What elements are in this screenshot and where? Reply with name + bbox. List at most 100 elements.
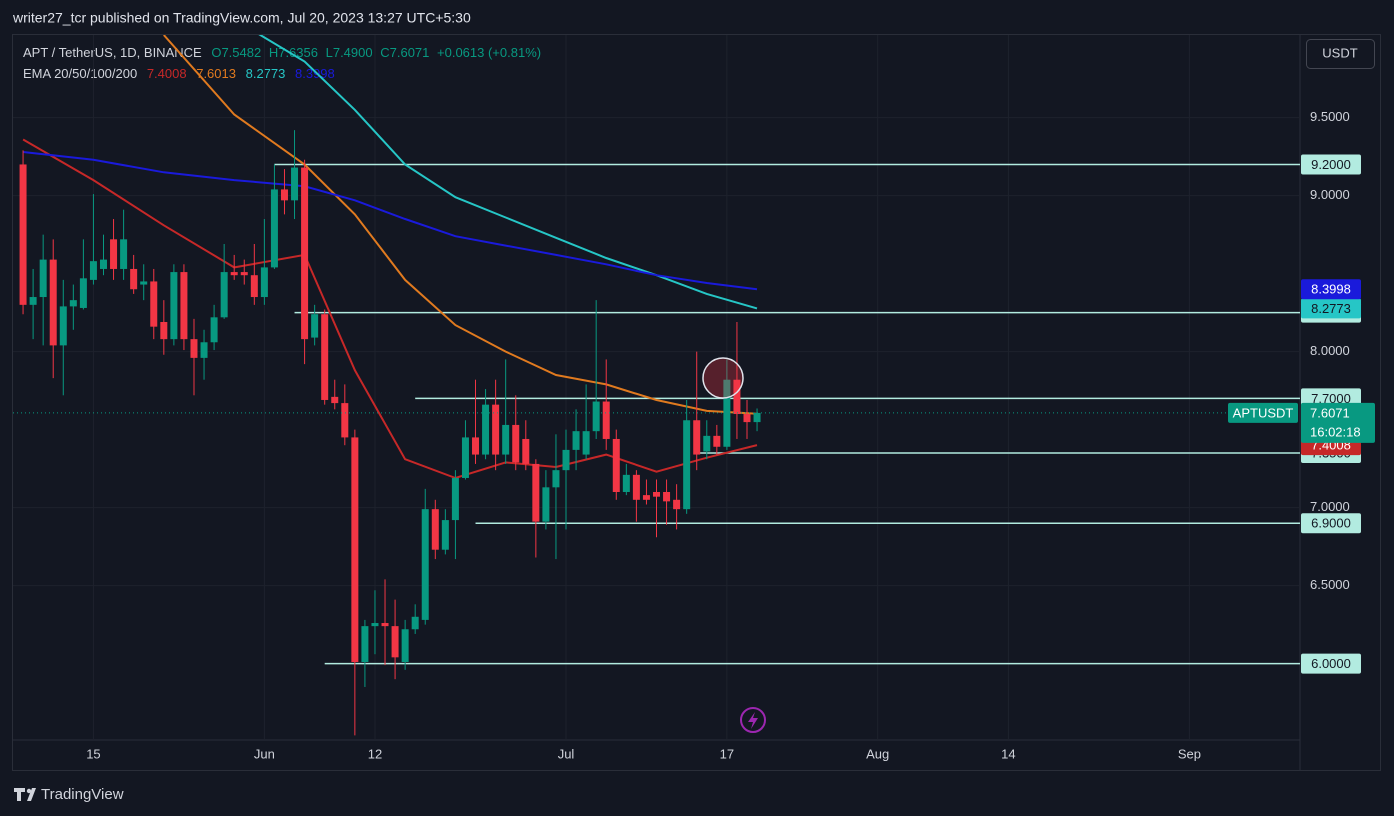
price-tag-label: 9.2000: [1311, 157, 1351, 172]
candle-body: [160, 321, 168, 340]
ema-line: [22, 151, 758, 291]
candle-body: [120, 239, 128, 269]
lightning-circle[interactable]: [740, 707, 766, 733]
candle-body: [180, 272, 188, 340]
x-tick-label: Jun: [254, 746, 275, 761]
candle-body: [411, 616, 419, 630]
ema-line: [163, 35, 758, 415]
x-tick-label: 14: [1001, 746, 1015, 761]
candle-body: [572, 431, 580, 450]
annotation-circle: [702, 357, 744, 399]
x-tick-label: Sep: [1178, 746, 1201, 761]
candle-body: [341, 403, 349, 438]
footer-brand[interactable]: TradingView: [41, 786, 124, 803]
candle-body: [653, 492, 660, 497]
candle-body: [713, 435, 721, 447]
candle-body: [542, 487, 550, 522]
candle-body: [522, 438, 530, 464]
chart-frame: [12, 34, 1381, 771]
candle-body: [461, 437, 469, 478]
footer-logo[interactable]: TradingView: [14, 786, 124, 803]
legend-close: C7.6071: [380, 45, 429, 60]
x-tick-label: Aug: [866, 746, 889, 761]
candle-body: [49, 259, 57, 346]
candle-body: [451, 477, 459, 521]
ema-line: [258, 35, 758, 310]
candle-body: [280, 189, 288, 201]
candle-body: [421, 509, 429, 620]
candle-body: [210, 317, 218, 343]
symbol-tag: [1228, 402, 1298, 423]
candle-body: [683, 420, 691, 510]
candle-body: [301, 167, 309, 340]
candle-body: [69, 300, 77, 307]
symbol-tag-label: APTUSDT: [1233, 405, 1294, 420]
candle-body: [441, 520, 449, 550]
candle-body: [351, 437, 359, 663]
candle-body: [401, 629, 409, 663]
candle-body: [602, 401, 610, 439]
candle-body: [19, 164, 27, 305]
candle-body: [743, 414, 751, 423]
candle-body: [311, 314, 319, 338]
candle-body: [240, 272, 248, 276]
currency-button-text[interactable]: USDT: [1322, 45, 1357, 60]
candle-body: [130, 268, 138, 290]
header: writer27_tcr published on TradingView.co…: [12, 10, 471, 26]
candle-body: [723, 379, 731, 447]
price-tag-label: 6.9000: [1311, 516, 1351, 531]
candle-body: [582, 431, 590, 455]
candle-body: [79, 278, 87, 308]
candle-body: [502, 424, 510, 455]
candle-body: [29, 297, 37, 305]
candle-body: [642, 495, 650, 500]
price-tag: [1301, 298, 1361, 319]
price-tag: [1301, 279, 1361, 300]
candle-body: [592, 401, 600, 432]
candle-body: [612, 438, 620, 493]
price-tag-label: 6.0000: [1311, 656, 1351, 671]
x-tick-label: 17: [720, 746, 734, 761]
legend-ema-value: 7.4008: [147, 66, 187, 81]
lightning-icon[interactable]: [740, 707, 766, 733]
candle-body: [99, 259, 107, 269]
legend-high: H7.6356: [269, 45, 318, 60]
price-tag: [1301, 653, 1361, 674]
candle-body: [190, 339, 198, 358]
candle-body: [331, 396, 339, 404]
candle-body: [391, 626, 399, 658]
price-tag-label: 8.3998: [1311, 282, 1351, 297]
price-tag-label: 8.2773: [1311, 301, 1351, 316]
x-tick-label: 12: [368, 746, 382, 761]
y-tick-label: 9.5000: [1310, 109, 1350, 124]
y-tick-label: 9.0000: [1310, 187, 1350, 202]
axes: 15 Jun 12 Jul 17 Aug 14 Sep 6.5000 7.0000 8.0000 9.…: [86, 109, 1375, 761]
logo-mark[interactable]: [14, 788, 36, 801]
logo-dot[interactable]: [26, 788, 32, 794]
plot-area: [13, 35, 1300, 740]
candle-body: [562, 449, 570, 471]
candle-body: [492, 404, 500, 455]
currency-button[interactable]: USDT: [1306, 39, 1375, 69]
candle-body: [270, 189, 278, 268]
candle-body: [733, 379, 741, 415]
currency-button-box[interactable]: [1306, 39, 1375, 69]
y-tick-label: 6.5000: [1310, 577, 1350, 592]
legend-open: O7.5482: [211, 45, 261, 60]
lightning-bolt[interactable]: [748, 712, 758, 729]
countdown-label: 16:02:18: [1310, 424, 1361, 439]
legend-ema: EMA 20/50/100/200 7.4008 7.6013 8.2773 8…: [23, 66, 335, 81]
candle-body: [260, 267, 268, 298]
legend-ema-value: 8.3998: [295, 66, 335, 81]
legend-change: +0.0613 (+0.81%): [437, 45, 541, 60]
candle-body: [291, 167, 299, 201]
candle-body: [753, 412, 761, 423]
x-tick-label: Jul: [558, 746, 575, 761]
price-tag: [1301, 154, 1361, 175]
y-tick-label: 8.0000: [1310, 343, 1350, 358]
legend-ema-value: 7.6013: [196, 66, 236, 81]
candle-body: [230, 272, 238, 276]
candle-body: [250, 275, 258, 298]
price-tag: [1301, 513, 1361, 534]
